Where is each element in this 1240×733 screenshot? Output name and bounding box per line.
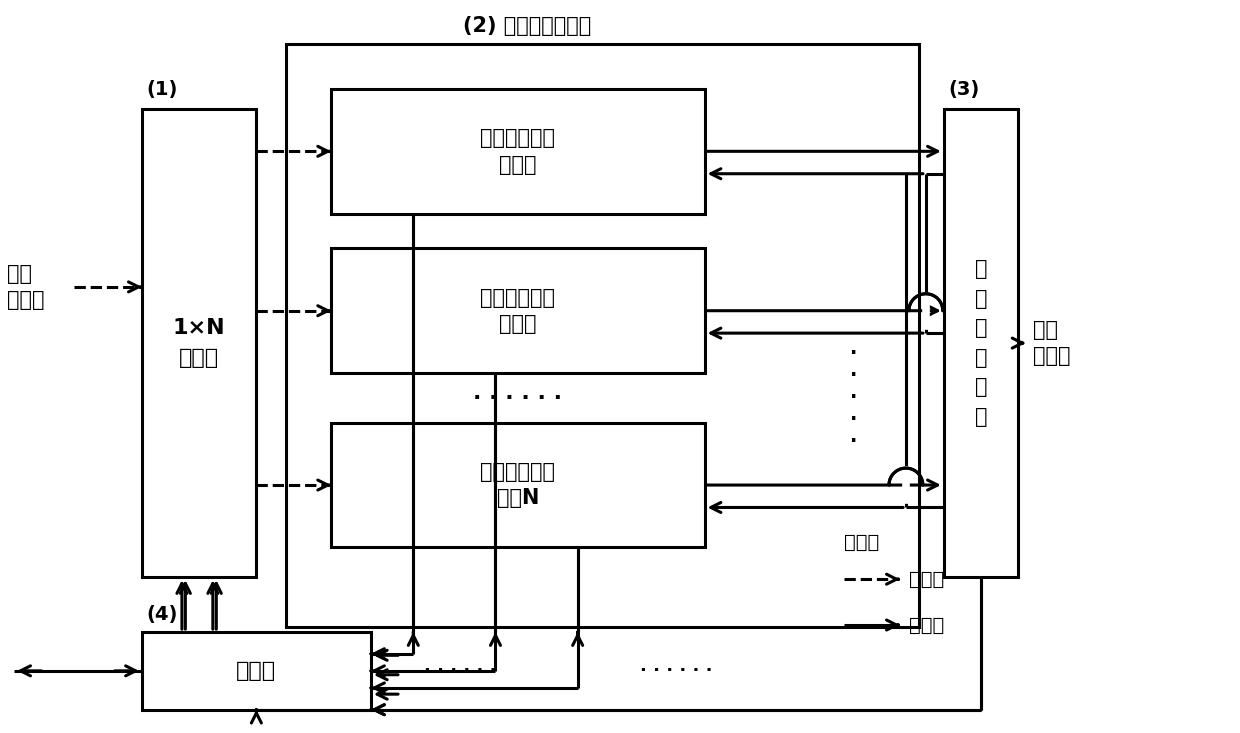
Text: 控制器: 控制器 <box>237 661 277 681</box>
Text: 输入
光信号: 输入 光信号 <box>7 264 45 310</box>
Text: (1): (1) <box>146 80 179 99</box>
Text: 信
号
汇
聚
单
元: 信 号 汇 聚 单 元 <box>975 259 987 427</box>
Text: 单光子探测器
单元１: 单光子探测器 单元１ <box>480 128 556 174</box>
Text: 光信号: 光信号 <box>909 570 944 589</box>
Text: · · · · · ·: · · · · · · <box>424 662 497 679</box>
Bar <box>944 109 1018 577</box>
Bar <box>331 423 704 548</box>
Text: 单光子探测器
单元２: 单光子探测器 单元２ <box>480 287 556 334</box>
Text: 1×N
光开关: 1×N 光开关 <box>172 318 226 368</box>
Text: (2) 单光子探测器组: (2) 单光子探测器组 <box>463 16 590 36</box>
Bar <box>286 44 919 627</box>
Bar <box>331 248 704 373</box>
Text: (3): (3) <box>949 80 980 99</box>
Text: 输出
电信号: 输出 电信号 <box>1033 320 1071 366</box>
Text: ·
·
·
·
·: · · · · · <box>851 345 858 452</box>
Bar <box>141 109 257 577</box>
Bar <box>331 89 704 213</box>
Text: · · · · · ·: · · · · · · <box>474 388 563 408</box>
Text: 图例：: 图例： <box>844 534 879 552</box>
Bar <box>141 632 371 710</box>
Text: 单光子探测器
单元N: 单光子探测器 单元N <box>480 462 556 508</box>
Text: · · · · · ·: · · · · · · <box>640 662 712 679</box>
Text: 电信号: 电信号 <box>909 616 944 635</box>
Text: (4): (4) <box>146 605 179 624</box>
